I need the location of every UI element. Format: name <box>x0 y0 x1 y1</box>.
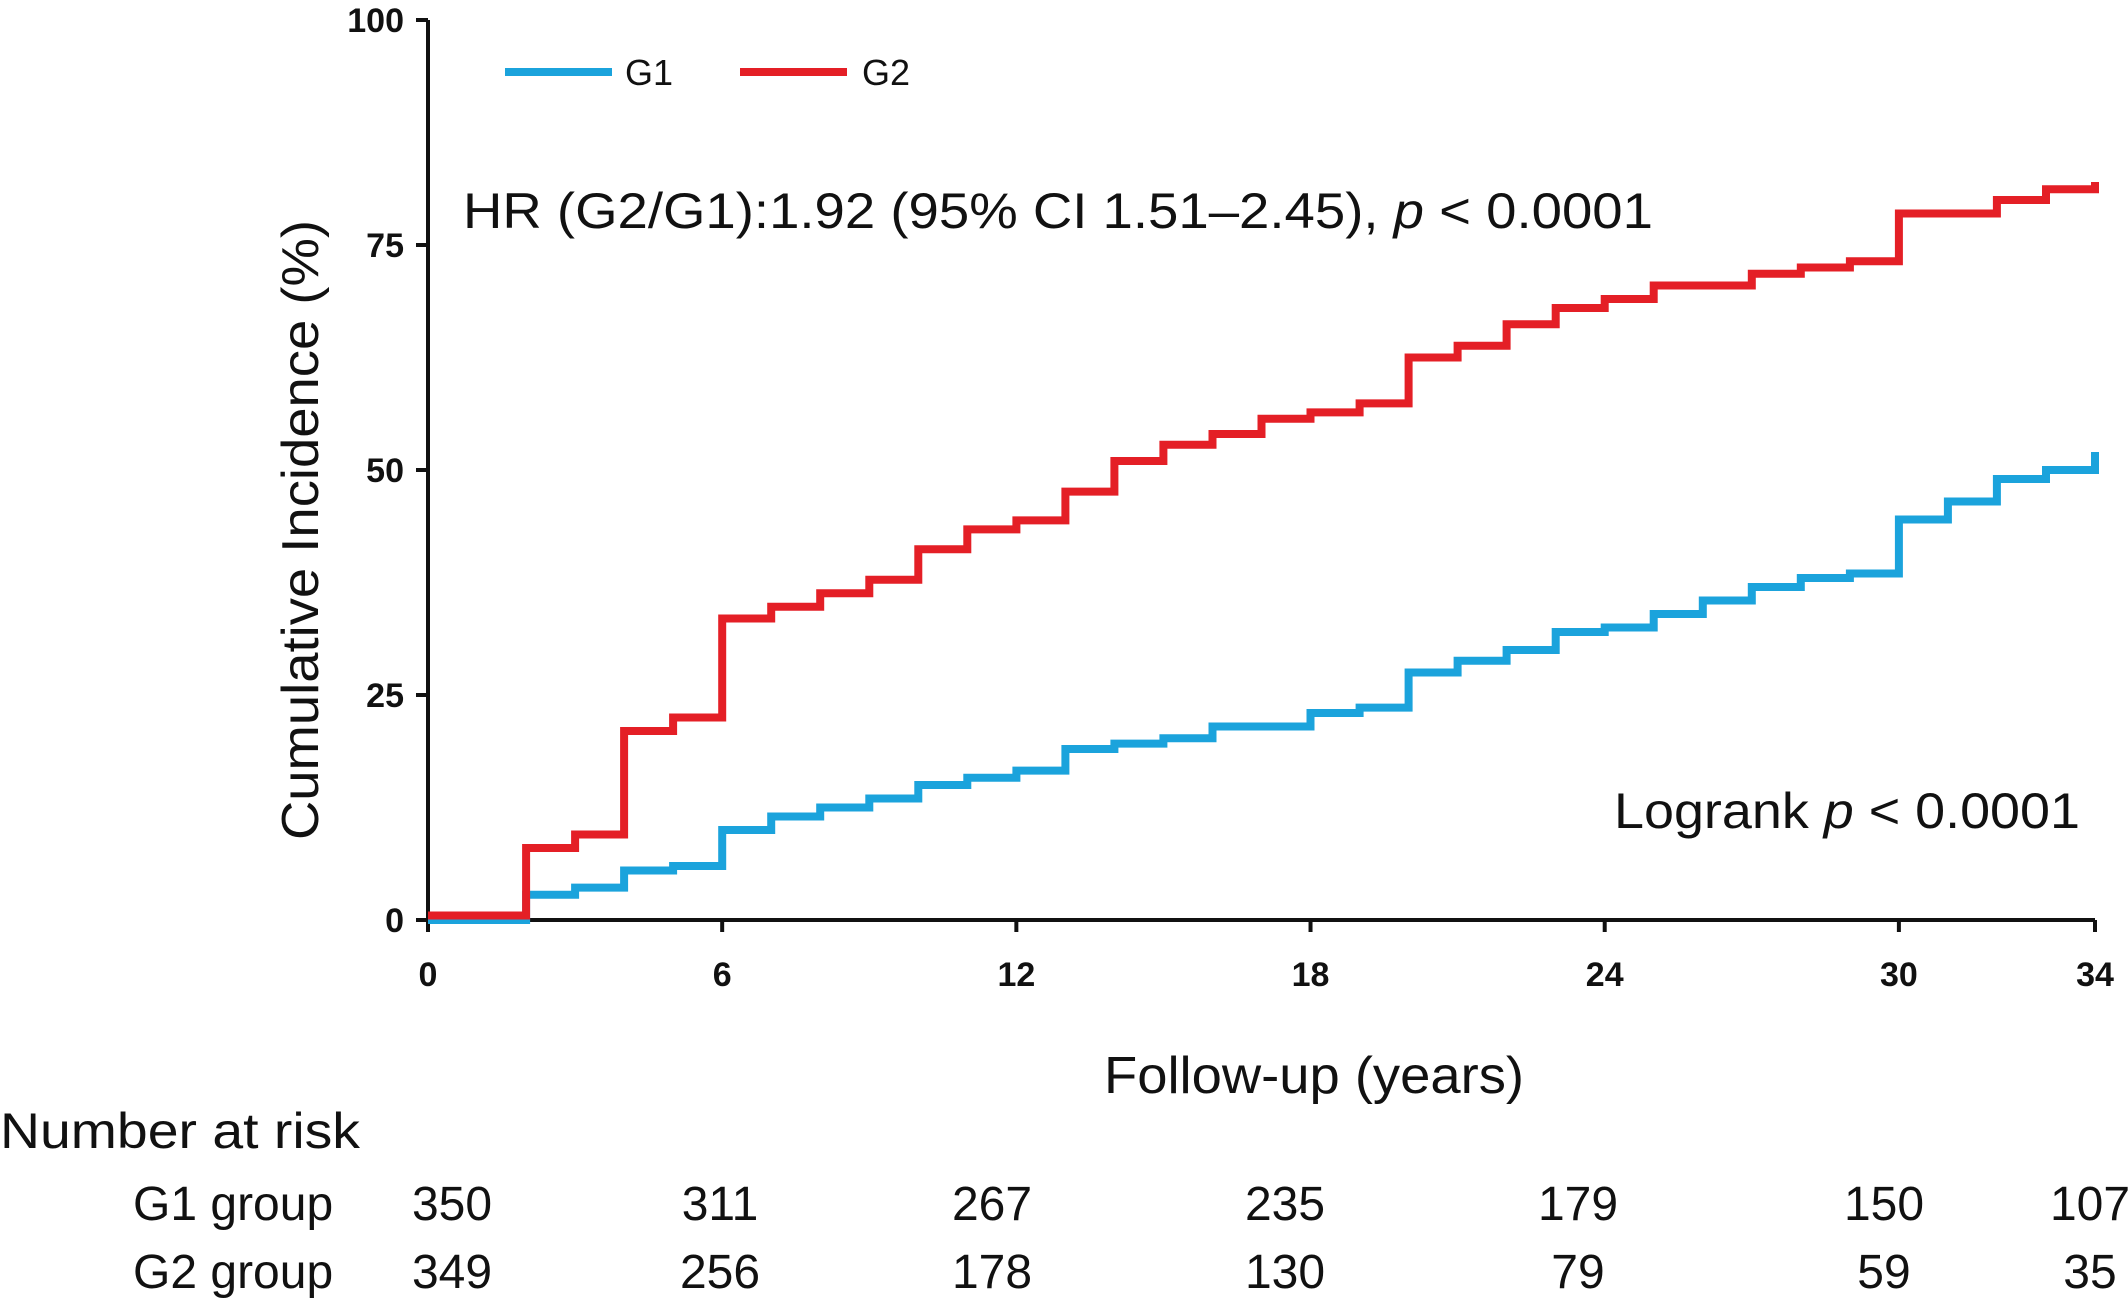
risk-values: 350 311 267 235 179 150 107 349 256 178 130 79 59 35 <box>412 1178 2128 1299</box>
y-tick-label: 0 <box>385 902 404 940</box>
risk-value: 349 <box>412 1246 492 1299</box>
legend-label-g1: G1 <box>625 52 673 93</box>
x-tick-label: 34 <box>2076 956 2114 994</box>
risk-value: 178 <box>952 1246 1032 1299</box>
risk-value: 107 <box>2050 1178 2128 1231</box>
risk-value: 130 <box>1245 1246 1325 1299</box>
y-tick-label: 100 <box>347 2 404 40</box>
legend-label-g2: G2 <box>862 52 910 93</box>
risk-value: 150 <box>1844 1178 1924 1231</box>
risk-row-label-g2: G2 group <box>133 1246 333 1299</box>
risk-value: 179 <box>1538 1178 1618 1231</box>
hr-p-value: < 0.0001 <box>1424 183 1653 239</box>
logrank-annotation: Logrank p < 0.0001 <box>1614 783 2080 839</box>
risk-value: 256 <box>680 1246 760 1299</box>
risk-row-label-g1: G1 group <box>133 1178 333 1231</box>
hazard-ratio-annotation: HR (G2/G1):1.92 (95% CI 1.51–2.45), p < … <box>463 183 1653 239</box>
x-tick-label: 24 <box>1586 956 1624 994</box>
logrank-p-value: < 0.0001 <box>1854 783 2080 839</box>
x-tick-label: 12 <box>997 956 1035 994</box>
y-tick-label: 50 <box>366 452 404 490</box>
y-tick-label: 75 <box>366 227 404 265</box>
hr-p-symbol: p <box>1391 183 1424 239</box>
series-layer <box>428 182 2099 924</box>
x-tick-label: 0 <box>419 956 438 994</box>
risk-value: 267 <box>952 1178 1032 1231</box>
axes: 0 25 50 75 100 0 6 12 18 24 30 34 <box>347 2 2114 994</box>
risk-value: 350 <box>412 1178 492 1231</box>
series-line-g1 <box>428 452 2099 924</box>
series-line-g2 <box>428 182 2099 920</box>
y-axis-title: Cumulative Incidence (%) <box>272 220 330 840</box>
risk-table-title: Number at risk <box>0 1103 361 1159</box>
logrank-text: Logrank <box>1614 783 1824 839</box>
risk-value: 79 <box>1551 1246 1604 1299</box>
risk-value: 59 <box>1857 1246 1910 1299</box>
risk-value: 311 <box>682 1178 759 1231</box>
y-tick-label: 25 <box>366 677 404 715</box>
x-tick-label: 6 <box>713 956 732 994</box>
risk-value: 35 <box>2063 1246 2116 1299</box>
x-tick-label: 18 <box>1292 956 1330 994</box>
risk-table: Number at risk G1 group G2 group 350 311 2… <box>0 1103 2128 1299</box>
risk-value: 235 <box>1245 1178 1325 1231</box>
hr-text: HR (G2/G1):1.92 (95% CI 1.51–2.45), <box>463 183 1394 239</box>
x-tick-label: 30 <box>1880 956 1918 994</box>
legend: G1 G2 <box>505 52 910 93</box>
x-axis-title: Follow-up (years) <box>1104 1047 1524 1105</box>
logrank-p-symbol: p <box>1822 783 1854 839</box>
